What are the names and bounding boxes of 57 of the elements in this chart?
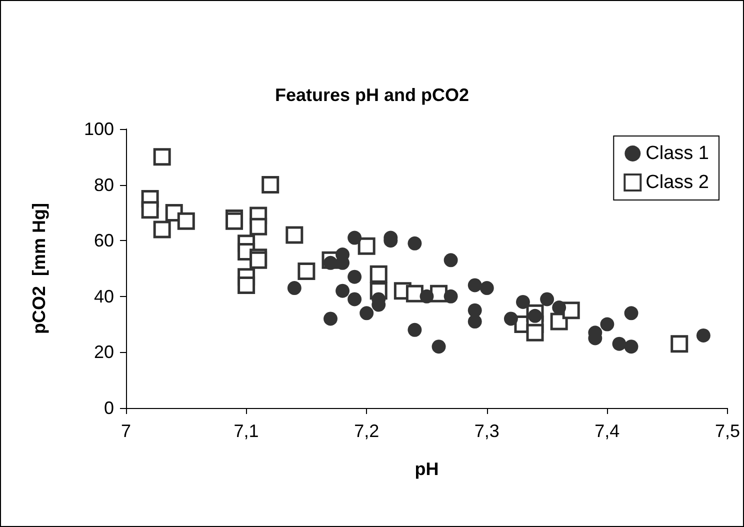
legend-label: Class 1: [646, 143, 710, 164]
y-tick-label: 60: [94, 230, 114, 251]
point: [696, 328, 710, 342]
point: [141, 201, 159, 219]
point: [287, 281, 302, 296]
point: [420, 289, 434, 304]
point: [540, 292, 554, 306]
point: [348, 292, 362, 306]
point: [408, 236, 422, 250]
point: [153, 220, 171, 238]
y-tick-label: 20: [94, 342, 114, 362]
point: [552, 300, 566, 315]
point: [298, 262, 316, 280]
y-axis-title: pCO2 [mm Hg]: [29, 202, 49, 334]
y-tick-label: 80: [94, 174, 114, 195]
point: [262, 176, 280, 194]
point: [504, 312, 518, 326]
point: [612, 336, 626, 351]
point: [432, 340, 446, 354]
y-tick-label: 0: [104, 398, 114, 418]
point: [177, 212, 195, 230]
point: [358, 237, 376, 255]
point: [408, 322, 422, 337]
point: [153, 148, 171, 166]
point: [250, 218, 268, 236]
point: [370, 265, 388, 283]
chart-title: Features pH and pCO2: [274, 85, 470, 105]
x-tick-label: 7,1: [234, 421, 259, 441]
point: [624, 306, 638, 320]
point: [336, 284, 350, 298]
point: [238, 276, 256, 294]
point: [468, 314, 482, 329]
legend-label: Class 2: [646, 172, 710, 193]
x-tick-label: 7: [120, 421, 132, 441]
point: [480, 281, 494, 296]
point: [348, 230, 362, 245]
point: [406, 284, 424, 302]
point: [444, 253, 458, 268]
x-tick-label: 7,5: [714, 421, 740, 441]
point: [526, 324, 544, 342]
point: [360, 306, 374, 320]
y-tick-label: 40: [94, 286, 114, 306]
x-tick-label: 7,2: [354, 421, 380, 441]
point: [324, 312, 338, 326]
point: [286, 226, 304, 244]
x-tick-label: 7,4: [594, 421, 620, 441]
point: [516, 294, 530, 309]
point: [600, 317, 614, 332]
point: [624, 340, 638, 354]
point: [444, 289, 458, 304]
point: [348, 270, 362, 284]
point: [562, 302, 580, 320]
point: [670, 335, 688, 353]
y-tick-label: 100: [84, 119, 114, 139]
x-axis-title: pH: [414, 459, 439, 479]
x-tick-label: 7,3: [474, 421, 500, 441]
point: [468, 278, 482, 292]
